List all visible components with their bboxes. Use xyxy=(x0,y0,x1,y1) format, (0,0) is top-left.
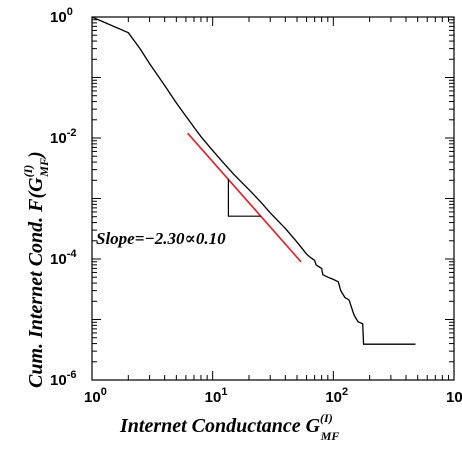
series-layer xyxy=(91,16,416,345)
x-tick-label: 102 xyxy=(325,386,348,406)
x-tick-label-base: 10 xyxy=(446,389,462,406)
x-axis-title-main: Internet Conductance G xyxy=(119,415,321,437)
x-tick-label: 10 xyxy=(446,389,462,406)
y-tick-label-exp: -4 xyxy=(67,248,78,260)
y-tick-label-base: 10 xyxy=(50,372,67,389)
x-tick-label-exp: 2 xyxy=(342,386,348,398)
x-tick-label-exp: 1 xyxy=(221,386,227,398)
y-axis-title-main: Cum. Internet Cond. F(G xyxy=(25,177,47,388)
y-tick-label-exp: -6 xyxy=(67,369,77,381)
x-tick-label-exp: 0 xyxy=(101,386,107,398)
x-tick-label: 101 xyxy=(205,386,228,406)
y-tick-label-base: 10 xyxy=(50,130,67,147)
y-axis-title: Cum. Internet Cond. F(G(I) MF) xyxy=(21,151,51,388)
y-axis-title-sub: MF xyxy=(37,158,51,178)
y-tick-label-base: 10 xyxy=(50,9,67,26)
y-tick-label: 10-2 xyxy=(50,127,76,147)
x-tick-label-base: 10 xyxy=(325,389,342,406)
x-axis-title: Internet Conductance G(I) MF xyxy=(119,411,339,443)
slope-annotation: Slope=−2.30∝0.10 xyxy=(96,229,226,248)
y-tick-label-exp: -2 xyxy=(67,127,77,139)
y-tick-label: 10-4 xyxy=(50,248,77,268)
y-tick-label-exp: 0 xyxy=(67,6,73,18)
y-tick-label: 10-6 xyxy=(50,369,76,389)
x-tick-label-base: 10 xyxy=(205,389,222,406)
power-law-fit-line xyxy=(186,132,302,263)
cumulative-distribution-line xyxy=(91,16,416,345)
x-axis-title-sup: (I) xyxy=(320,411,333,425)
y-tick-label: 100 xyxy=(50,6,73,26)
x-tick-label: 100 xyxy=(84,386,107,406)
plot-frame xyxy=(91,16,455,381)
x-axis-title-sub: MF xyxy=(320,429,340,443)
slope-triangle xyxy=(227,179,261,217)
y-axis-title-close: ) xyxy=(25,151,47,160)
ticks-layer xyxy=(91,17,454,381)
y-tick-label-base: 10 xyxy=(50,251,67,268)
y-axis-title-sup: (I) xyxy=(21,165,35,178)
x-tick-label-base: 10 xyxy=(84,389,101,406)
